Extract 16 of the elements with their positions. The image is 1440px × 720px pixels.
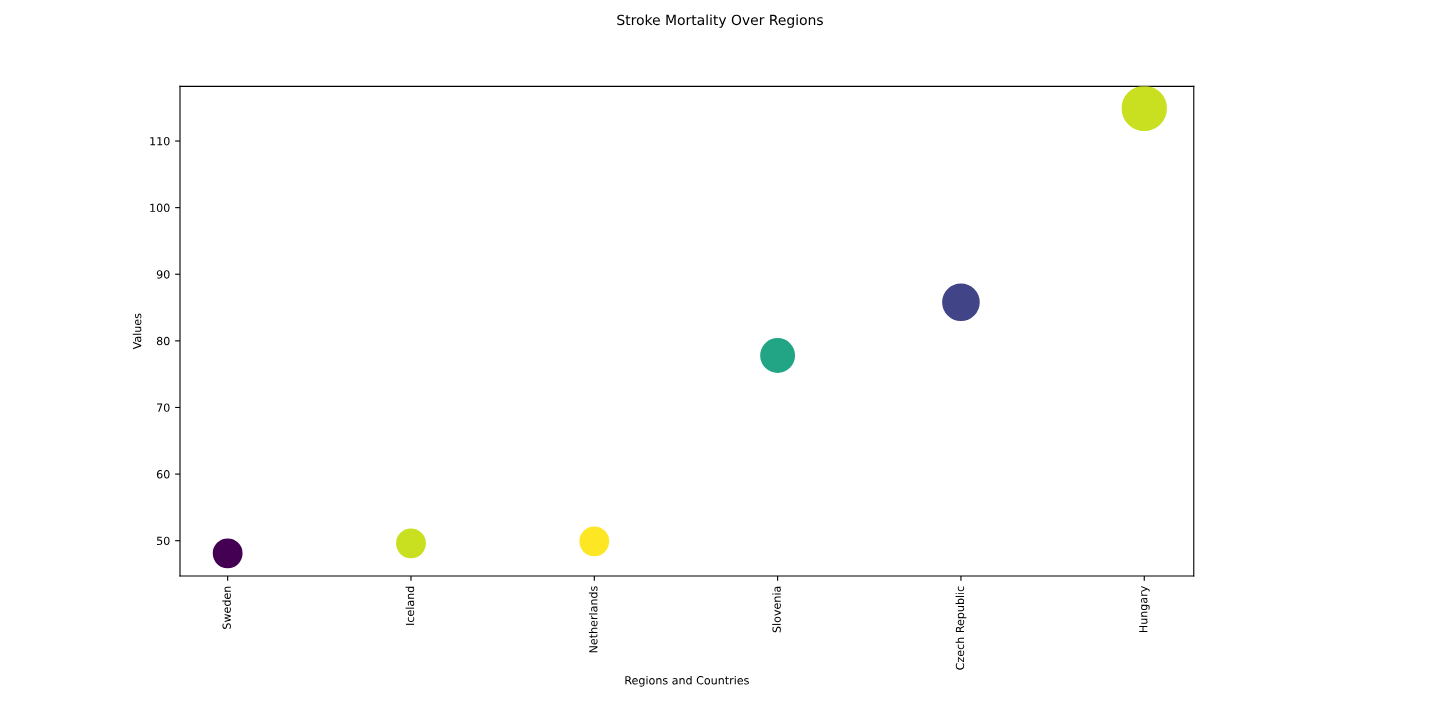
y-tick-label: 70	[157, 403, 170, 412]
x-tick-label: Netherlands	[588, 586, 598, 653]
x-tick-label: Hungary	[1139, 586, 1150, 633]
x-tick-label: Czech Republic	[955, 586, 967, 670]
y-axis-title: Values	[132, 313, 142, 350]
x-tick-label: Iceland	[405, 586, 415, 625]
y-tick-label: 90	[156, 270, 170, 279]
x-tick-label: Slovenia	[772, 586, 781, 633]
x-tick-label: Sweden	[222, 586, 231, 629]
y-tick-label: 60	[156, 470, 170, 479]
chart-title: Stroke Mortality Over Regions	[617, 14, 823, 28]
y-tick-label: 50	[157, 536, 170, 546]
y-tick-label: 100	[150, 203, 170, 213]
y-tick-label: 80	[156, 336, 170, 346]
x-axis-title: Regions and Countries	[625, 675, 749, 687]
y-tick-label: 110	[150, 137, 170, 146]
